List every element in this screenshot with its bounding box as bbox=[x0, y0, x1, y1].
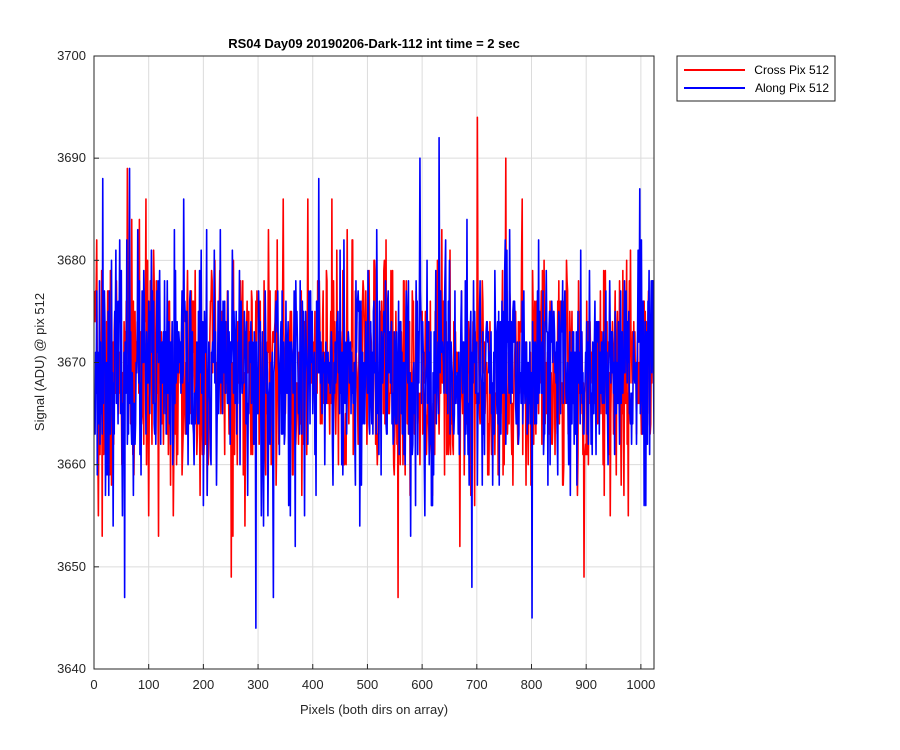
x-tick-label: 300 bbox=[247, 677, 269, 692]
y-axis-label: Signal (ADU) @ pix 512 bbox=[32, 293, 47, 431]
x-tick-label: 800 bbox=[521, 677, 543, 692]
chart-title: RS04 Day09 20190206-Dark-112 int time = … bbox=[228, 36, 520, 51]
x-tick-label: 100 bbox=[138, 677, 160, 692]
x-tick-label: 600 bbox=[411, 677, 433, 692]
x-tick-label: 500 bbox=[357, 677, 379, 692]
y-tick-label: 3660 bbox=[57, 457, 86, 472]
y-tick-label: 3690 bbox=[57, 150, 86, 165]
legend-label-along: Along Pix 512 bbox=[755, 81, 829, 95]
x-tick-label: 1000 bbox=[626, 677, 655, 692]
legend-label-cross: Cross Pix 512 bbox=[754, 63, 829, 77]
x-tick-label: 0 bbox=[90, 677, 97, 692]
x-tick-label: 900 bbox=[575, 677, 597, 692]
x-axis-ticks: 0 100 200 300 400 500 600 700 800 900 1000 bbox=[90, 664, 655, 692]
x-tick-label: 700 bbox=[466, 677, 488, 692]
x-tick-label: 400 bbox=[302, 677, 324, 692]
y-tick-label: 3650 bbox=[57, 559, 86, 574]
y-tick-label: 3700 bbox=[57, 48, 86, 63]
x-tick-label: 200 bbox=[193, 677, 215, 692]
x-axis-label: Pixels (both dirs on array) bbox=[300, 702, 448, 717]
series-lines bbox=[94, 116, 654, 629]
y-tick-label: 3640 bbox=[57, 661, 86, 676]
series-line-1 bbox=[94, 136, 654, 629]
legend[interactable]: Cross Pix 512 Along Pix 512 bbox=[676, 55, 836, 102]
legend-box bbox=[676, 55, 836, 102]
y-tick-label: 3680 bbox=[57, 252, 86, 267]
y-tick-label: 3670 bbox=[57, 355, 86, 370]
y-axis-ticks: 3640 3650 3660 3670 3680 3690 3700 bbox=[57, 48, 99, 676]
